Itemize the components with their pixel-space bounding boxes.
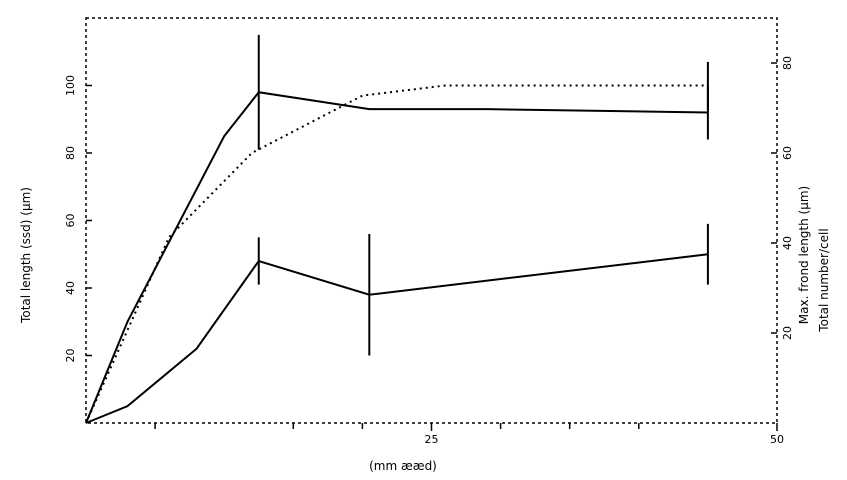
x-axis-ticks: 25 50 [154,423,784,446]
y-right-tick-label: 60 [781,146,794,160]
x-axis-title: (mm ææd) [369,459,437,473]
y-right-tick-label: 20 [781,326,794,340]
series-group [85,34,709,424]
series-line-2 [85,91,708,424]
y-left-tick-label: 80 [64,146,77,160]
y-left-tick-label: 100 [64,75,77,96]
series-line-3 [85,253,709,424]
y-left-tick-label: 20 [64,349,77,363]
plot-frame [85,17,778,424]
x-tick-label: 25 [425,433,439,446]
y-right-tick-label: 80 [781,56,794,70]
y-axis-right-title-1: Max. frond length (µm) [797,186,811,324]
y-axis-right-title-2: Total number/cell [817,228,831,332]
y-left-tick-label: 40 [64,281,77,295]
series-line-1 [85,84,708,424]
x-tick-label: 50 [770,433,784,446]
y-axis-left-ticks: 20 40 60 80 100 [64,75,92,363]
y-axis-left-title: Total length (ssd) (µm) [19,187,33,324]
y-left-tick-label: 60 [64,214,77,228]
y-right-tick-label: 40 [781,236,794,250]
y-axis-right-ticks: 20 40 60 80 [771,56,794,340]
